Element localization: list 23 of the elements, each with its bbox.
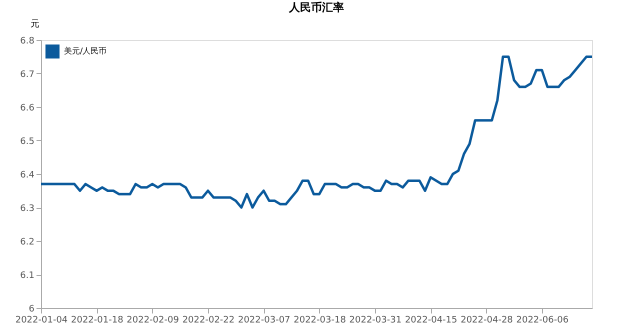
y-axis-title: 元 [30, 18, 40, 30]
y-tick-label: 6.1 [20, 271, 34, 281]
x-tick-label: 2022-04-15 [404, 316, 458, 326]
y-tick-label: 6 [28, 304, 35, 314]
x-tick-label: 2022-01-18 [71, 316, 124, 326]
x-tick-label: 2022-02-09 [126, 316, 180, 326]
x-tick-label: 2022-06-06 [516, 316, 569, 326]
y-tick-label: 6.2 [20, 238, 34, 248]
y-tick-label: 6.6 [20, 104, 35, 114]
x-tick-label: 2022-04-28 [460, 316, 514, 326]
x-tick-label: 2022-03-31 [349, 316, 402, 326]
y-tick-label: 6.7 [20, 70, 34, 80]
y-tick-label: 6.3 [20, 204, 34, 214]
line-series [40, 56, 594, 209]
x-tick-label: 2022-01-04 [15, 316, 68, 326]
chart-title: 人民币汇率 [288, 1, 344, 14]
x-tick-label: 2022-02-22 [182, 316, 235, 326]
x-tick-label: 2022-03-07 [238, 316, 290, 326]
y-tick-label: 6.4 [20, 170, 35, 180]
x-tick-label: 2022-03-18 [294, 316, 346, 326]
y-tick-label: 6.5 [20, 137, 34, 147]
legend-label: 美元/人民币 [64, 46, 107, 56]
y-tick-label: 6.8 [20, 36, 35, 46]
